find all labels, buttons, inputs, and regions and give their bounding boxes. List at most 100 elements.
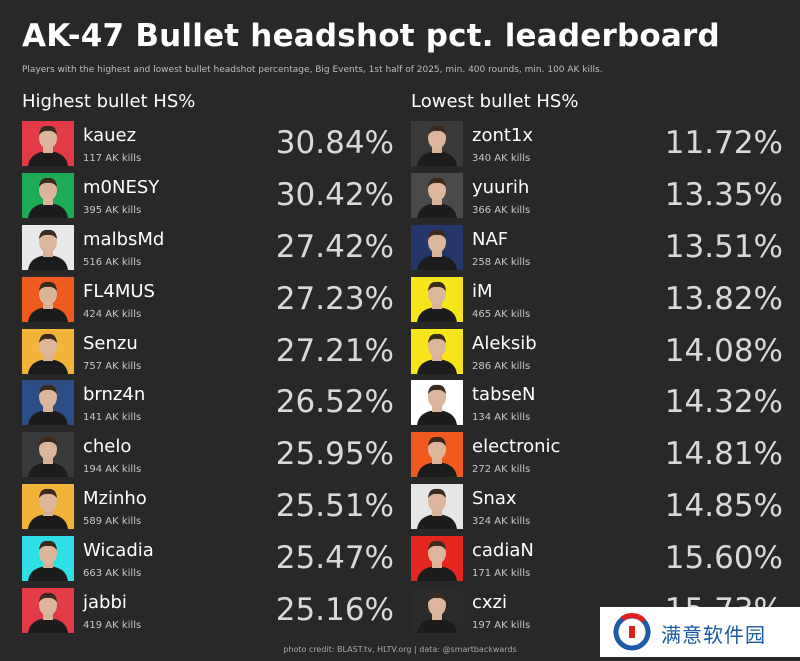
hs-percentage: 14.32%	[664, 384, 783, 421]
ak-kills: 324 AK kills	[472, 516, 531, 528]
watermark-text: 满意软件园	[661, 623, 766, 647]
ak-kills: 395 AK kills	[83, 204, 142, 216]
hs-percentage: 30.42%	[275, 176, 394, 213]
ak-kills: 757 AK kills	[83, 360, 142, 372]
player-name: cadiaN	[472, 540, 534, 562]
player-row: brnz4n 141 AK kills 26.52%	[22, 380, 394, 432]
hs-percentage: 30.84%	[275, 125, 394, 161]
hs-percentage: 25.47%	[275, 540, 394, 577]
watermark-logo-icon	[613, 613, 651, 651]
ak-kills: 197 AK kills	[472, 620, 531, 632]
ak-kills: 663 AK kills	[83, 568, 142, 580]
hs-percentage: 25.51%	[275, 488, 394, 525]
hs-percentage: 25.16%	[275, 592, 394, 629]
hs-percentage: 14.08%	[664, 332, 783, 369]
player-row: yuurih 366 AK kills 13.35%	[411, 172, 783, 225]
player-name: yuurih	[472, 176, 530, 198]
player-row: FL4MUS 424 AK kills 27.23%	[22, 276, 394, 329]
player-name: m0NESY	[83, 176, 160, 198]
player-photo	[411, 484, 463, 530]
player-photo	[22, 328, 74, 374]
player-name: chelo	[83, 436, 132, 458]
chart-title: AK-47 Bullet headshot pct. leaderboard	[22, 18, 720, 54]
player-row: iM 465 AK kills 13.82%	[411, 276, 783, 329]
ak-kills: 516 AK kills	[83, 256, 142, 268]
player-name: electronic	[472, 436, 561, 458]
player-name: Snax	[472, 488, 517, 510]
player-row: cadiaN 171 AK kills 15.60%	[411, 536, 783, 588]
player-photo	[411, 172, 463, 218]
ak-kills: 194 AK kills	[83, 464, 142, 476]
hs-percentage: 13.82%	[664, 280, 783, 317]
player-name: tabseN	[472, 384, 536, 406]
player-name: zont1x	[472, 125, 534, 146]
ak-kills: 141 AK kills	[83, 412, 142, 424]
player-photo	[22, 276, 74, 322]
player-photo	[22, 432, 74, 478]
hs-percentage: 13.51%	[664, 228, 783, 265]
ak-kills: 340 AK kills	[472, 153, 531, 164]
player-photo	[22, 536, 74, 582]
photo-credit-footer: photo credit: BLAST.tv, HLTV.org | data:…	[283, 645, 517, 654]
highest-hs-title: Highest bullet HS%	[22, 91, 196, 112]
ak-kills: 465 AK kills	[472, 308, 531, 320]
player-photo	[22, 172, 74, 218]
lowest-hs-column: Lowest bullet HS% zont1x 340 AK kills 11.7…	[411, 91, 783, 640]
ak-kills: 258 AK kills	[472, 256, 531, 268]
player-photo	[22, 380, 74, 426]
hs-percentage: 25.95%	[275, 436, 394, 473]
player-row: zont1x 340 AK kills 11.72%	[411, 121, 783, 173]
hs-percentage: 14.85%	[664, 488, 783, 525]
ak-kills: 286 AK kills	[472, 360, 531, 372]
player-photo	[411, 536, 463, 582]
player-photo	[411, 276, 463, 322]
player-row: Aleksib 286 AK kills 14.08%	[411, 328, 783, 381]
ak-kills: 272 AK kills	[472, 464, 531, 476]
player-row: jabbi 419 AK kills 25.16%	[22, 588, 394, 640]
player-name: cxzi	[472, 592, 507, 614]
ak-kills: 424 AK kills	[83, 308, 142, 320]
hs-percentage: 11.72%	[664, 125, 783, 161]
player-photo	[22, 484, 74, 530]
player-name: Aleksib	[472, 332, 537, 354]
hs-percentage: 27.21%	[275, 332, 394, 369]
lowest-hs-title: Lowest bullet HS%	[411, 91, 579, 112]
site-watermark: 满意软件园	[600, 607, 800, 657]
ak-kills: 117 AK kills	[83, 153, 142, 164]
player-name: malbsMd	[83, 228, 165, 250]
player-photo	[411, 380, 463, 426]
hs-percentage: 26.52%	[275, 384, 394, 421]
hs-percentage: 13.35%	[664, 176, 783, 213]
hs-percentage: 15.60%	[664, 540, 783, 577]
player-row: m0NESY 395 AK kills 30.42%	[22, 172, 394, 225]
player-row: NAF 258 AK kills 13.51%	[411, 224, 783, 277]
lowest-hs-rows: zont1x 340 AK kills 11.72% yuurih 366 AK kil…	[411, 121, 783, 640]
player-photo	[22, 224, 74, 270]
chart-subtitle: Players with the highest and lowest bull…	[22, 65, 603, 75]
player-name: Mzinho	[83, 488, 147, 510]
player-photo	[411, 588, 463, 634]
player-name: Senzu	[83, 332, 138, 354]
player-photo	[22, 588, 74, 634]
player-name: FL4MUS	[83, 280, 155, 302]
highest-hs-column: Highest bullet HS% kauez 117 AK kills 30.8…	[22, 91, 394, 640]
highest-hs-rows: kauez 117 AK kills 30.84% m0NESY 395 AK kill…	[22, 121, 394, 640]
hs-percentage: 27.23%	[275, 280, 394, 317]
player-row: malbsMd 516 AK kills 27.42%	[22, 224, 394, 277]
ak-kills: 366 AK kills	[472, 204, 531, 216]
player-photo	[411, 432, 463, 478]
player-row: Snax 324 AK kills 14.85%	[411, 484, 783, 536]
player-name: Wicadia	[83, 540, 154, 562]
player-row: Senzu 757 AK kills 27.21%	[22, 328, 394, 381]
player-row: kauez 117 AK kills 30.84%	[22, 121, 394, 173]
ak-kills: 171 AK kills	[472, 568, 531, 580]
player-row: Wicadia 663 AK kills 25.47%	[22, 536, 394, 588]
player-row: tabseN 134 AK kills 14.32%	[411, 380, 783, 432]
player-photo	[411, 328, 463, 374]
player-name: brnz4n	[83, 384, 146, 406]
player-row: electronic 272 AK kills 14.81%	[411, 432, 783, 484]
ak-kills: 134 AK kills	[472, 412, 531, 424]
hs-percentage: 27.42%	[275, 228, 394, 265]
player-photo	[22, 121, 74, 166]
hs-percentage: 14.81%	[664, 436, 783, 473]
